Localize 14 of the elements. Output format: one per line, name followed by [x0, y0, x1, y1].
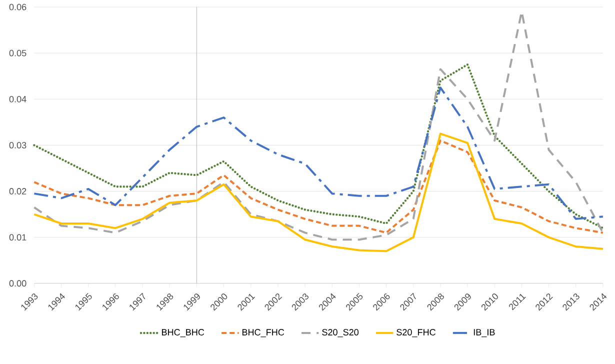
legend-label: BHC_BHC — [162, 329, 204, 338]
legend-label: S20_S20 — [322, 329, 359, 338]
y-tick-label: 0.06 — [9, 4, 26, 10]
y-tick-label: 0.02 — [9, 188, 26, 195]
y-tick-label: 0.05 — [9, 50, 26, 56]
y-tick-label: 0.03 — [9, 142, 26, 149]
y-tick-label: 0.00 — [9, 280, 26, 287]
legend-label: BHC_FHC — [242, 329, 284, 338]
legend-label: IB_IB — [474, 329, 495, 338]
legend-label: S20_FHC — [396, 329, 436, 338]
line-series — [33, 140, 604, 234]
y-tick-label: 0.01 — [9, 234, 26, 241]
line-series — [33, 132, 604, 252]
y-tick-label: 0.04 — [9, 96, 26, 102]
